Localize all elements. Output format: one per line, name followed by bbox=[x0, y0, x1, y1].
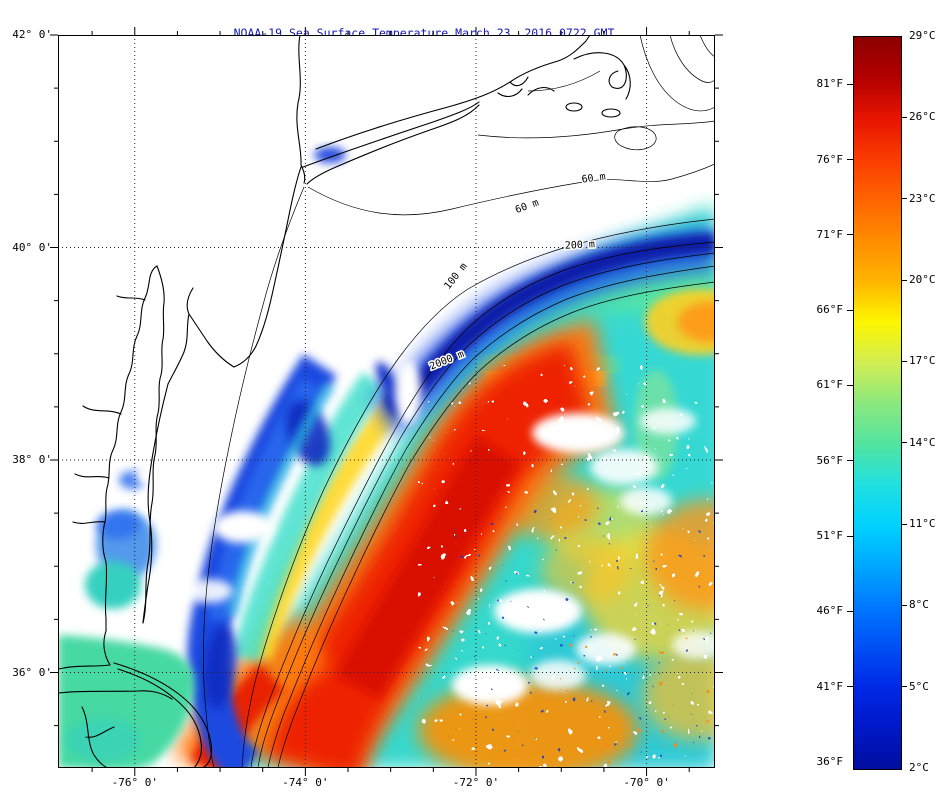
li-sound-blue bbox=[314, 147, 346, 163]
contour-2000m bbox=[267, 265, 715, 768]
contour-ne4 bbox=[527, 70, 601, 92]
colorbar-tick-celsius bbox=[901, 604, 907, 606]
sst-field bbox=[58, 35, 715, 768]
rhode-island-inlets bbox=[497, 76, 555, 98]
new-jersey-coast bbox=[233, 166, 302, 368]
sst-map: 60 m 60 m 200 m 100 m 2000 m bbox=[50, 27, 723, 776]
colorbar-label-celsius: 8°C bbox=[909, 598, 929, 612]
contour-1000m bbox=[257, 252, 715, 768]
lat-tick-label: 36° 0' bbox=[12, 665, 52, 679]
colorbar-label-fahrenheit: 41°F bbox=[816, 679, 844, 693]
colorbar-tick-celsius bbox=[901, 523, 907, 525]
chesapeake-east-shore bbox=[142, 265, 165, 624]
colorbar-label-celsius: 20°C bbox=[909, 273, 936, 286]
lat-tick-label: 42° 0' bbox=[12, 28, 52, 41]
axis-ticks bbox=[50, 27, 723, 776]
contour-ne-loop bbox=[614, 126, 657, 151]
contour-100m bbox=[241, 218, 715, 768]
contour-ne5 bbox=[477, 120, 715, 139]
colorbar-label-fahrenheit: 76°F bbox=[816, 152, 844, 166]
coastline bbox=[58, 35, 631, 768]
islands bbox=[565, 102, 621, 118]
yellow-west-fringe bbox=[248, 379, 416, 661]
chesapeake-west-shore bbox=[102, 265, 158, 632]
bay-blue-patch2 bbox=[96, 511, 140, 539]
colorbar-tick-fahrenheit bbox=[847, 460, 853, 462]
lon-tick-label: -76° 0' bbox=[111, 776, 158, 789]
colorbar-tick-fahrenheit bbox=[847, 535, 853, 537]
colorbar-label-fahrenheit: 36°F bbox=[816, 754, 844, 768]
lat-tick-label: 38° 0' bbox=[12, 453, 52, 466]
new-england-coast bbox=[315, 35, 591, 150]
colorbar-label-celsius: 23°C bbox=[909, 191, 936, 205]
bathymetry-contours bbox=[203, 35, 715, 768]
lon-tick-label: -70° 0' bbox=[623, 776, 670, 789]
colorbar-label-celsius: 29°C bbox=[909, 29, 936, 42]
lat-tick-label: 40° 0' bbox=[12, 240, 52, 254]
map-frame bbox=[58, 35, 715, 768]
colorbar-label-celsius: 26°C bbox=[909, 110, 936, 124]
lon-tick-label: -74° 0' bbox=[282, 776, 329, 789]
colorbar-tick-fahrenheit bbox=[847, 384, 853, 386]
chesapeake-tributaries bbox=[72, 295, 146, 524]
colorbar-tick-fahrenheit bbox=[847, 309, 853, 311]
colorbar-tick-fahrenheit bbox=[847, 234, 853, 236]
colorbar-label-fahrenheit: 51°F bbox=[816, 529, 844, 543]
virginia-coast bbox=[103, 630, 111, 666]
albemarle-pamlico-shores bbox=[58, 664, 173, 768]
contour-label-60m-a: 60 m bbox=[581, 171, 606, 185]
colorbar-tick-celsius bbox=[901, 442, 907, 444]
graticule bbox=[58, 35, 715, 768]
colorbar-tick-fahrenheit bbox=[847, 83, 853, 85]
contour-ne2 bbox=[669, 35, 715, 83]
colorbar-label-fahrenheit: 61°F bbox=[816, 378, 844, 392]
colorbar-tick-celsius bbox=[901, 116, 907, 118]
cold-spot2 bbox=[203, 625, 237, 709]
colorbar-label-celsius: 5°C bbox=[909, 679, 929, 693]
contour-label-200m: 200 m bbox=[565, 239, 596, 252]
colorbar-tick-celsius bbox=[901, 279, 907, 281]
colorbar-tick-fahrenheit bbox=[847, 159, 853, 160]
ny-harbor bbox=[300, 164, 306, 184]
colorbar-label-celsius: 11°C bbox=[909, 517, 936, 530]
map-area: 60 m 60 m 200 m 100 m 2000 m bbox=[50, 27, 723, 776]
colorbar-label-fahrenheit: 81°F bbox=[816, 77, 844, 91]
colorbar-label-fahrenheit: 56°F bbox=[816, 453, 844, 467]
delaware-bay bbox=[167, 287, 235, 385]
colorbar-tick-celsius bbox=[901, 686, 907, 688]
cyan-west-band bbox=[232, 372, 386, 663]
contour-ne3 bbox=[699, 35, 715, 58]
warm-speckle bbox=[538, 625, 715, 768]
colorbar-label-celsius: 14°C bbox=[909, 435, 936, 449]
sound-cyan bbox=[65, 718, 141, 762]
colorbar-label-fahrenheit: 66°F bbox=[816, 303, 844, 317]
colorbar-label-celsius: 17°C bbox=[909, 354, 936, 368]
contour-200m bbox=[250, 241, 715, 768]
contour-60m-inner bbox=[203, 186, 305, 768]
chesapeake-mouth-cyan bbox=[85, 561, 141, 609]
colorbar-tick-fahrenheit bbox=[847, 686, 853, 688]
colorbar-label-fahrenheit: 46°F bbox=[816, 604, 844, 618]
contour-60m bbox=[307, 163, 715, 216]
hudson-river bbox=[296, 35, 302, 166]
colorbar-label-celsius: 2°C bbox=[909, 761, 929, 774]
colorbar bbox=[853, 36, 902, 770]
coastal-cyan-fringe bbox=[226, 382, 335, 617]
colorbar-tick-celsius bbox=[901, 198, 907, 200]
long-island bbox=[302, 101, 480, 185]
contour-ne1 bbox=[639, 35, 715, 112]
colorbar-tick-fahrenheit bbox=[847, 610, 853, 612]
lon-tick-label: -72° 0' bbox=[452, 776, 500, 789]
warm-patch-ne-core bbox=[678, 302, 715, 342]
colorbar-tick-celsius bbox=[901, 360, 907, 362]
outer-banks bbox=[113, 662, 213, 768]
outer-banks-inner bbox=[117, 668, 203, 768]
contour-3000m bbox=[277, 281, 715, 768]
colorbar-label-fahrenheit: 71°F bbox=[816, 227, 844, 241]
cape-cod bbox=[573, 52, 631, 100]
